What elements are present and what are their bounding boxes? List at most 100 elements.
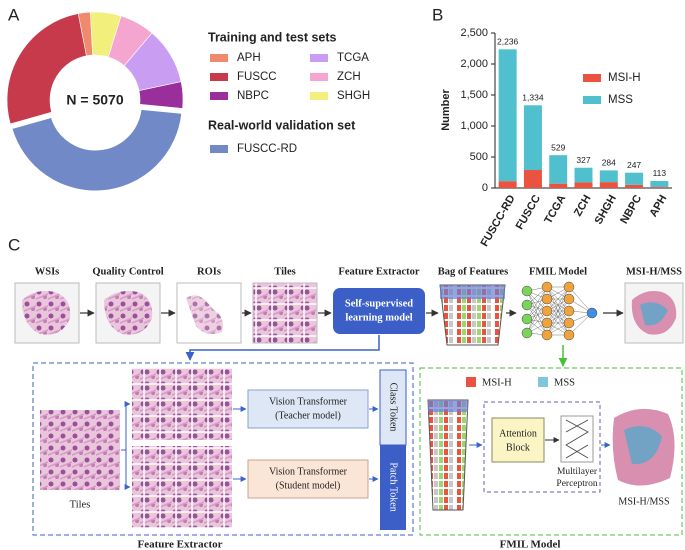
legend-swatch (210, 54, 228, 62)
net-node (541, 329, 553, 341)
net-node (563, 329, 575, 341)
step-label: WSIs (35, 266, 60, 277)
net-node (521, 313, 533, 325)
legend-label: MSS (608, 94, 633, 106)
attention-label: Attention (499, 428, 537, 439)
arrow (121, 401, 131, 451)
legend-label: ZCH (337, 71, 361, 83)
patch-token-label: Patch Token (388, 462, 399, 511)
bar-segment (549, 155, 568, 184)
legend-label: NBPC (237, 90, 269, 102)
net-node (563, 317, 575, 329)
legend-swatch (310, 92, 328, 100)
donut-chart (6, 11, 185, 194)
net-edge (546, 298, 570, 336)
student-label: (Student model) (276, 480, 341, 491)
center-label: N = 5070 (66, 92, 123, 108)
tiles-label: Tiles (70, 499, 91, 510)
net-edge (546, 310, 570, 336)
x-tick-label: FUSCC (514, 193, 543, 232)
fmil-frame (419, 367, 683, 536)
step-label: Feature Extractor (338, 266, 419, 277)
net-edge (568, 286, 593, 314)
net-node (521, 285, 533, 297)
step-label: Quality Control (92, 266, 163, 277)
legend-label: APH (237, 52, 261, 64)
legend-label: FUSCC (237, 71, 277, 83)
mlp-label: Perceptron (556, 479, 597, 489)
fmil-network (521, 281, 598, 341)
net-node (521, 327, 533, 339)
bar-segment (650, 187, 669, 188)
legend-swatch (310, 54, 328, 62)
net-node (541, 305, 553, 317)
legend: Training and test sets APH FUSCC NBPC TCGA ZC… (208, 30, 370, 155)
legend-label: TCGA (337, 52, 369, 64)
step-label: Bag of Features (438, 266, 508, 277)
net-node (586, 307, 598, 319)
roi-tissue (186, 295, 223, 334)
bar-segment (523, 105, 542, 171)
bar-segment (498, 181, 517, 188)
donut-slice (8, 106, 185, 194)
total-label: 327 (576, 155, 590, 165)
x-tick-label: ZCH (572, 193, 594, 219)
legend-swatch (583, 74, 601, 82)
net-edge (546, 286, 570, 324)
panel-label: B (432, 5, 443, 24)
output-heatmap (624, 426, 662, 465)
net-node (541, 281, 553, 293)
qc-tissue (104, 291, 153, 335)
teacher-box (247, 389, 369, 429)
net-node (541, 293, 553, 305)
legend-swatch (466, 377, 476, 387)
inner-frame (483, 401, 601, 493)
attention-box (491, 417, 545, 463)
bar-segment (625, 184, 644, 188)
legend-label: MSI-H (608, 72, 641, 84)
legend-label: MSI-H (482, 377, 512, 388)
net-edge (526, 290, 548, 336)
pipeline-images: Self-supervised learning model (14, 282, 684, 346)
total-label: 1,334 (522, 93, 544, 103)
bar-segment (574, 167, 593, 183)
student-box (247, 459, 369, 499)
y-tick-label: 0 (482, 182, 488, 194)
tile-grid (132, 446, 232, 528)
net-edge (526, 286, 548, 320)
net-edge (568, 312, 593, 336)
wsi-tissue (22, 291, 71, 335)
legend-swatch (210, 73, 228, 81)
donut-slice (6, 13, 87, 125)
bar-segment (498, 49, 517, 182)
y-tick-label: 500 (470, 151, 488, 163)
step-label: Tiles (274, 266, 295, 277)
legend-swatch (538, 377, 548, 387)
net-edge (546, 286, 570, 336)
net-edge (526, 290, 548, 324)
patch-token (380, 445, 406, 530)
total-label: 113 (653, 168, 667, 178)
bar-chart: 0 500 1,000 1,500 2,000 2,500 2,236 FUSCC-RD 1,3… (460, 27, 672, 249)
legend-swatch (210, 92, 228, 100)
legend-swatch (310, 73, 328, 81)
net-node (521, 299, 533, 311)
bar-segment (599, 182, 618, 188)
net-node (563, 305, 575, 317)
total-label: 529 (551, 142, 565, 152)
ssl-label: learning model (345, 312, 412, 323)
bag-top (428, 400, 468, 412)
output-heatmap (640, 302, 668, 326)
net-edge (546, 286, 570, 312)
student-label: Vision Transformer (269, 466, 348, 477)
x-tick-label: NBPC (618, 193, 644, 226)
x-tick-label: SHGH (593, 193, 619, 227)
y-tick-label: 2,500 (460, 27, 488, 39)
bar-segment (523, 170, 542, 188)
x-tick-label: TCGA (542, 193, 568, 226)
class-token (379, 369, 407, 446)
attention-label: Block (506, 442, 530, 453)
y-tick-label: 1,000 (460, 120, 488, 132)
class-token-label: Class Token (388, 383, 399, 432)
extractor-frame (32, 362, 414, 536)
